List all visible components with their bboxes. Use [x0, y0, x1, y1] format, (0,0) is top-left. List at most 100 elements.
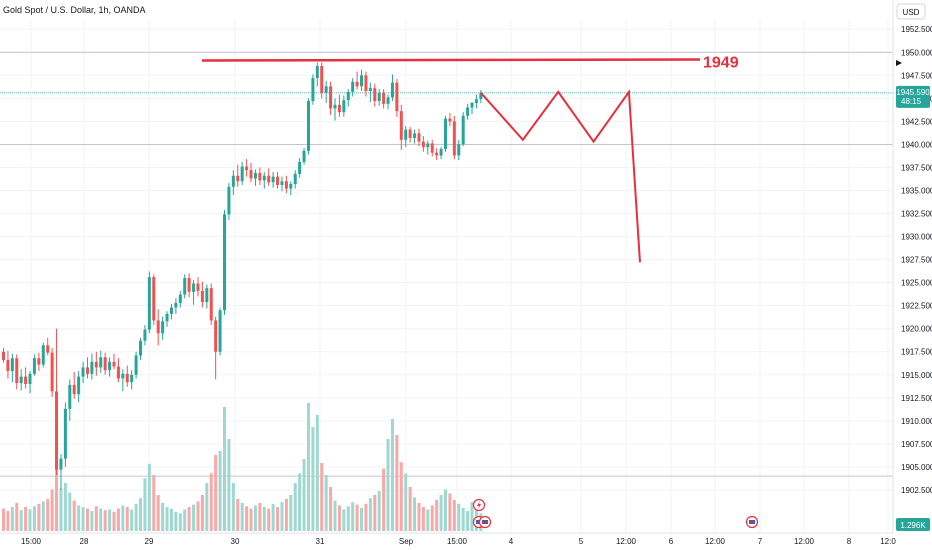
- candle: [373, 83, 377, 107]
- volume-bar: [152, 475, 156, 531]
- grid: [0, 20, 893, 533]
- candle: [311, 74, 315, 105]
- volume-bar: [320, 463, 324, 531]
- volume-bar: [364, 503, 368, 531]
- candle: [267, 168, 271, 186]
- x-tick-label: 12:0: [880, 537, 896, 546]
- candle: [169, 303, 173, 320]
- candle: [417, 128, 421, 147]
- candle: [426, 140, 430, 155]
- volume-bar: [196, 501, 200, 531]
- candle: [2, 348, 5, 363]
- economic-event-icon[interactable]: [745, 515, 759, 529]
- price-axis-ticks[interactable]: 1952.5001950.0001947.5001945.0001942.500…: [901, 25, 932, 495]
- lightning-event-icon[interactable]: [472, 498, 486, 512]
- volume-bar: [37, 503, 41, 531]
- volume-bar: [329, 487, 333, 531]
- candle: [77, 371, 81, 403]
- candle: [284, 175, 288, 194]
- x-tick-label: 31: [316, 537, 325, 546]
- resistance-line[interactable]: [201, 58, 701, 62]
- y-tick-label: 1950.000: [901, 48, 932, 57]
- candle: [298, 158, 302, 178]
- projection-path[interactable]: [480, 89, 641, 263]
- candle: [271, 172, 275, 188]
- candle: [245, 159, 249, 177]
- x-tick-label: 15:00: [447, 537, 468, 546]
- volume-bar: [139, 498, 143, 531]
- volume-bar: [382, 468, 386, 531]
- volume-bar: [50, 489, 54, 531]
- candle: [147, 271, 151, 334]
- drawings[interactable]: 1949: [201, 54, 739, 263]
- y-tick-label: 1915.000: [901, 371, 932, 380]
- y-tick-label: 1907.500: [901, 440, 932, 449]
- time-axis-ticks[interactable]: 15:00 28 29 30 31 Sep 15:00 4 5 12:00 6 12:00 7 12:00…: [21, 537, 896, 546]
- volume-bar: [245, 506, 249, 531]
- currency-button-label: USD: [903, 8, 920, 17]
- volume-bar: [183, 509, 187, 531]
- candle: [19, 369, 23, 391]
- economic-event-icon[interactable]: [478, 515, 492, 529]
- candles: [2, 62, 483, 490]
- candle: [399, 104, 403, 150]
- candle: [32, 354, 36, 376]
- candle: [479, 90, 483, 103]
- candle: [112, 353, 116, 370]
- candle: [183, 274, 187, 299]
- candle: [293, 170, 297, 189]
- y-tick-label: 1947.500: [901, 71, 932, 80]
- candle: [55, 328, 59, 476]
- candle: [386, 94, 390, 110]
- y-tick-label: 1922.500: [901, 302, 932, 311]
- volume-bar: [298, 473, 302, 531]
- volume-bar: [55, 460, 59, 531]
- volume-bar: [461, 507, 465, 531]
- candle: [377, 89, 381, 106]
- candle: [333, 98, 337, 121]
- volume-bar: [324, 475, 328, 531]
- candle: [324, 80, 328, 103]
- candle: [337, 94, 341, 117]
- volume-bar: [333, 500, 337, 531]
- candle: [174, 298, 178, 314]
- volume-bar: [77, 505, 81, 531]
- event-markers[interactable]: [472, 498, 759, 529]
- candle: [249, 162, 253, 183]
- candle: [390, 74, 394, 102]
- volume-bar: [302, 459, 306, 531]
- volume-bar: [258, 503, 262, 531]
- candle: [404, 125, 408, 148]
- candle: [342, 95, 346, 117]
- volume-bar: [103, 510, 107, 531]
- volume-bar: [315, 415, 319, 531]
- volume-label-value: 1.296K: [900, 521, 926, 530]
- volume-bar: [386, 439, 390, 531]
- candle: [85, 357, 89, 379]
- volume-bar: [430, 505, 434, 531]
- volume-bar: [108, 509, 112, 531]
- candle: [134, 351, 138, 379]
- volume-bar: [59, 488, 63, 531]
- candle: [364, 71, 368, 97]
- candle: [413, 129, 417, 144]
- volume-bar: [10, 507, 14, 531]
- currency-button[interactable]: USD: [896, 3, 926, 20]
- candle: [315, 62, 319, 87]
- candle: [320, 62, 324, 99]
- candle: [435, 148, 439, 161]
- x-tick-label: 12:00: [705, 537, 726, 546]
- x-tick-label: 7: [758, 537, 763, 546]
- volume-bar: [280, 502, 284, 531]
- volume-bar: [426, 509, 430, 531]
- candle: [90, 353, 94, 380]
- candle: [41, 342, 45, 368]
- y-tick-label: 1905.000: [901, 463, 932, 472]
- candle: [461, 112, 465, 147]
- volume-bar: [448, 493, 452, 531]
- candle: [253, 169, 257, 186]
- x-tick-label: 29: [145, 537, 154, 546]
- x-tick-label: 30: [231, 537, 240, 546]
- volume-bar: [209, 473, 213, 531]
